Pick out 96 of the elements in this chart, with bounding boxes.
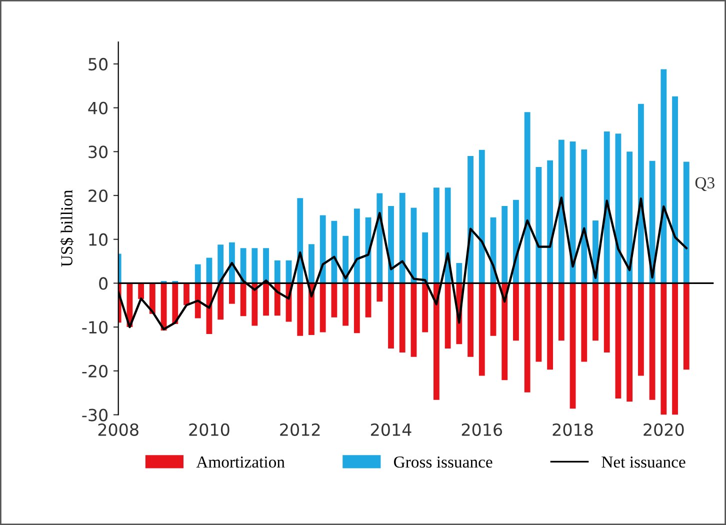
bar (194, 264, 201, 284)
x-tick-label: 2014 (371, 423, 412, 436)
x-tick-label: 2020 (644, 423, 684, 436)
bar (524, 283, 530, 392)
bar (263, 248, 269, 284)
bar (184, 283, 190, 306)
x-tick-label: 2016 (462, 423, 502, 436)
bar (547, 283, 554, 370)
bar (558, 283, 564, 341)
legend-label: Amortization (196, 456, 285, 468)
bar (320, 283, 326, 332)
bar (206, 258, 212, 284)
bar (444, 283, 451, 349)
bar (297, 198, 304, 284)
bar (524, 112, 530, 284)
bar (410, 283, 417, 357)
bar (649, 283, 656, 400)
bar (252, 283, 258, 326)
bar (536, 166, 542, 284)
bar (626, 152, 633, 284)
bar (422, 283, 428, 332)
annotation: Q3 (695, 177, 714, 192)
bar (581, 283, 588, 362)
bar (331, 283, 338, 318)
bar (388, 206, 394, 284)
x-tick-label: 2012 (280, 423, 320, 436)
bar (218, 244, 224, 284)
bar (615, 283, 622, 399)
bar (228, 283, 235, 304)
bar (581, 149, 588, 284)
y-tick-label: 0 (99, 277, 108, 290)
bar (672, 96, 678, 284)
bar (388, 283, 394, 349)
bar (354, 208, 360, 284)
legend-label: Net issuance (602, 456, 686, 468)
bar (138, 283, 144, 299)
bar (320, 215, 326, 284)
x-tick-label: 2010 (189, 423, 230, 436)
bar (274, 260, 280, 284)
bar (478, 283, 485, 376)
bar (468, 283, 474, 357)
bar (433, 283, 440, 400)
y-tick-label: 40 (88, 102, 108, 114)
bar (638, 283, 644, 376)
y-tick-label: 10 (89, 233, 108, 246)
bar (297, 283, 304, 336)
bar (286, 260, 292, 284)
bar (592, 283, 598, 341)
bar (252, 248, 258, 284)
bar (604, 283, 610, 352)
bar (660, 283, 667, 415)
bar (513, 200, 519, 284)
y-axis-title: US$ billion (60, 190, 74, 267)
y-tick-label: -10 (82, 321, 108, 334)
bar (468, 156, 474, 284)
bar (218, 283, 224, 320)
y-tick-label: -20 (82, 364, 108, 378)
x-tick-label: 2018 (552, 423, 593, 436)
bar (331, 220, 338, 284)
bar (172, 283, 178, 324)
bar (683, 283, 690, 370)
bar (490, 283, 496, 336)
bar (354, 283, 360, 334)
bar (263, 283, 269, 316)
bar (570, 283, 576, 409)
bar (683, 162, 690, 284)
bar (342, 283, 349, 326)
y-tick-label: 30 (88, 146, 108, 158)
bar (376, 283, 383, 302)
bar (558, 140, 564, 284)
bar (433, 188, 440, 284)
bar (513, 283, 519, 341)
bar (660, 69, 667, 284)
bar (399, 283, 406, 352)
bar (626, 283, 633, 402)
bar (308, 244, 314, 284)
legend-label: Gross issuance (394, 456, 492, 468)
bar (672, 283, 678, 415)
bar (240, 283, 246, 316)
y-tick-label: -30 (82, 408, 108, 422)
bar (536, 283, 542, 362)
bar (547, 160, 554, 284)
bar (456, 263, 462, 284)
bar (399, 192, 406, 284)
bar (604, 131, 610, 284)
bar (478, 150, 485, 284)
bar (240, 248, 246, 284)
bar (502, 283, 508, 380)
y-tick-label: 20 (88, 189, 108, 202)
bar (638, 104, 644, 284)
x-tick-label: 2008 (98, 423, 138, 436)
bar (194, 283, 201, 318)
bar (365, 283, 372, 318)
bar (502, 206, 508, 284)
bar (422, 232, 428, 284)
y-tick-label: 50 (88, 58, 108, 70)
